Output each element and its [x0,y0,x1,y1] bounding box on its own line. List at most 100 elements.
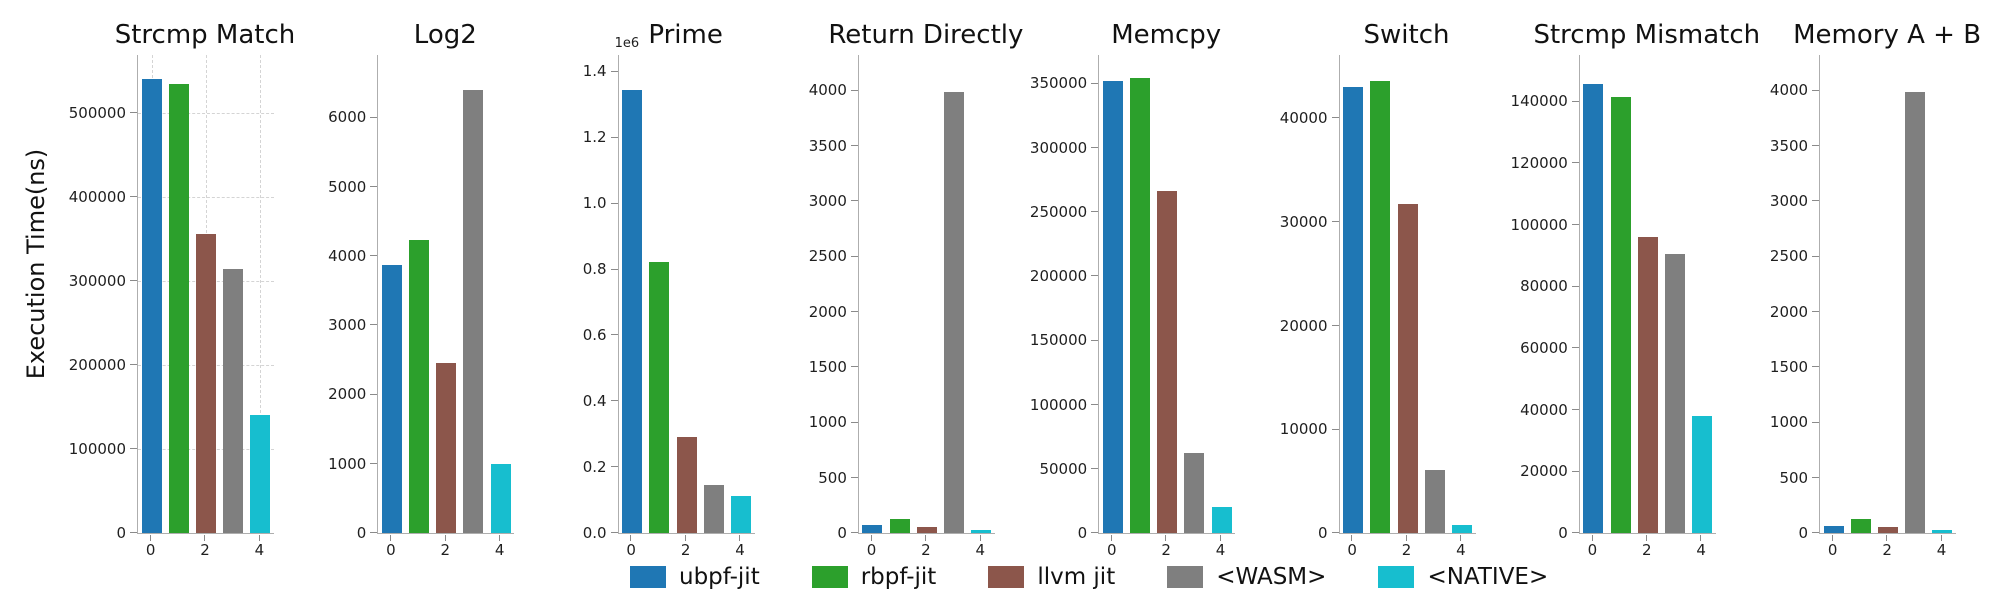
x-tick-label: 0 [145,541,156,559]
y-tick-label: 3500 [1769,136,1809,155]
x-tick-label: 4 [1215,541,1226,559]
y-tick-mark [1571,285,1579,287]
bar-native [1211,507,1232,533]
x-tick-mark [1591,535,1593,541]
y-tick-mark [1091,82,1099,84]
subplot-strcmp-mismatch: Strcmp Mismatch 0 20000 40000 60000 80000 1000… [1442,0,1761,600]
legend-item-rbpfjit: rbpf-jit [811,564,936,590]
x-tick-mark [1219,535,1221,541]
x-tick-label: 0 [386,541,396,559]
y-tick-mark [370,185,378,187]
x-tick-mark [1111,535,1113,541]
legend-label: <NATIVE> [1427,564,1549,590]
y-tick-mark [130,448,137,450]
y-tick-mark [370,324,378,326]
x-tick-mark [870,535,872,541]
x-tick-mark [1351,535,1353,541]
y-tick-label: 2000 [1769,302,1809,321]
y-tick-mark [1812,476,1820,478]
x-tick-mark [149,535,151,541]
y-tick-label: 0 [837,524,847,542]
x-tick-mark [1165,535,1167,541]
y-tick-label: 150000 [1029,331,1088,350]
y-tick-label: 30000 [1279,212,1328,231]
y-tick-label: 0 [116,524,126,542]
y-tick-mark [850,476,858,478]
y-tick-label: 5000 [328,177,367,196]
y-tick-label: 80000 [1520,277,1568,296]
subplot-switch: Switch 0 10000 20000 30000 40000 0 2 4 [1202,0,1476,600]
y-tick-mark [610,466,618,468]
legend-label: llvm jit [1037,564,1116,590]
y-tick-mark [1091,275,1099,277]
y-tick-mark [610,202,618,204]
y-tick-label: 3000 [808,192,847,211]
x-tick-label: 4 [494,541,505,559]
x-tick-label: 0 [1827,541,1838,559]
y-tick-label: 100000 [1510,215,1568,234]
legend-swatch [811,566,848,588]
x-tick-mark [498,535,500,541]
y-tick-mark [850,366,858,368]
y-tick-mark [370,462,378,464]
y-tick-label: 500000 [68,103,126,122]
x-tick-mark [258,535,260,541]
subplot-title: Memcpy [1111,20,1222,50]
y-tick-mark [1812,144,1820,146]
y-tick-label: 40000 [1279,109,1328,128]
bar-llvmjit [1397,204,1418,533]
legend-label: <WASM> [1216,564,1327,590]
y-tick-mark [130,196,137,198]
y-tick-mark [1571,223,1579,225]
bar-ubpfjit [622,89,643,533]
y-tick-mark [610,532,618,534]
x-tick-mark [1700,535,1702,541]
plot-area [617,55,755,534]
y-tick-label: 400000 [68,187,126,206]
bar-ubpfjit [1823,525,1844,533]
bar-ubpfjit [1583,84,1604,533]
bar-ubpfjit [862,525,883,533]
subplot-prime: Prime 0.0 0.2 0.4 0.6 0.8 1.0 1.2 1.4 0 2 4 1e6 [481,0,755,600]
y-tick-mark [850,144,858,146]
y-tick-label: 20000 [1520,462,1568,481]
subplot-title: Strcmp Mismatch [1533,20,1761,50]
y-tick-mark [1812,310,1820,312]
plot-area [857,55,995,534]
x-tick-mark [630,535,632,541]
y-tick-label: 1.0 [582,194,607,213]
y-tick-label: 0.2 [582,458,607,477]
y-tick-label: 4000 [1769,81,1809,100]
y-tick-label: 300000 [1029,138,1088,157]
bar-wasm [223,269,244,533]
y-tick-mark [1571,532,1579,534]
y-tick-mark [1812,532,1820,534]
v-gridline [260,55,262,533]
y-tick-mark [370,116,378,118]
x-tick-mark [1886,535,1888,541]
y-tick-mark [130,112,137,114]
y-tick-mark [370,532,378,534]
y-tick-label: 2000 [808,302,847,321]
y-tick-mark [850,200,858,202]
bar-rbpfjit [168,83,189,533]
subplot-title: Memory A + B [1793,20,1982,50]
y-tick-mark [1091,211,1099,212]
x-tick-mark [1940,535,1942,541]
y-tick-mark [1331,532,1339,534]
y-tick-label: 40000 [1520,400,1568,419]
x-tick-label: 2 [1161,541,1171,559]
y-tick-label: 20000 [1279,316,1328,335]
x-tick-label: 4 [254,541,265,559]
plot-area [137,55,274,534]
y-tick-label: 120000 [1510,153,1568,172]
bar-rbpfjit [1850,518,1871,533]
bar-llvmjit [1157,191,1178,533]
bar-wasm [463,89,484,533]
y-tick-mark [1091,532,1099,534]
y-tick-mark [850,310,858,312]
subplot-title: Return Directly [828,20,1024,50]
y-tick-label: 0.6 [582,326,607,345]
y-tick-label: 10000 [1279,420,1328,439]
